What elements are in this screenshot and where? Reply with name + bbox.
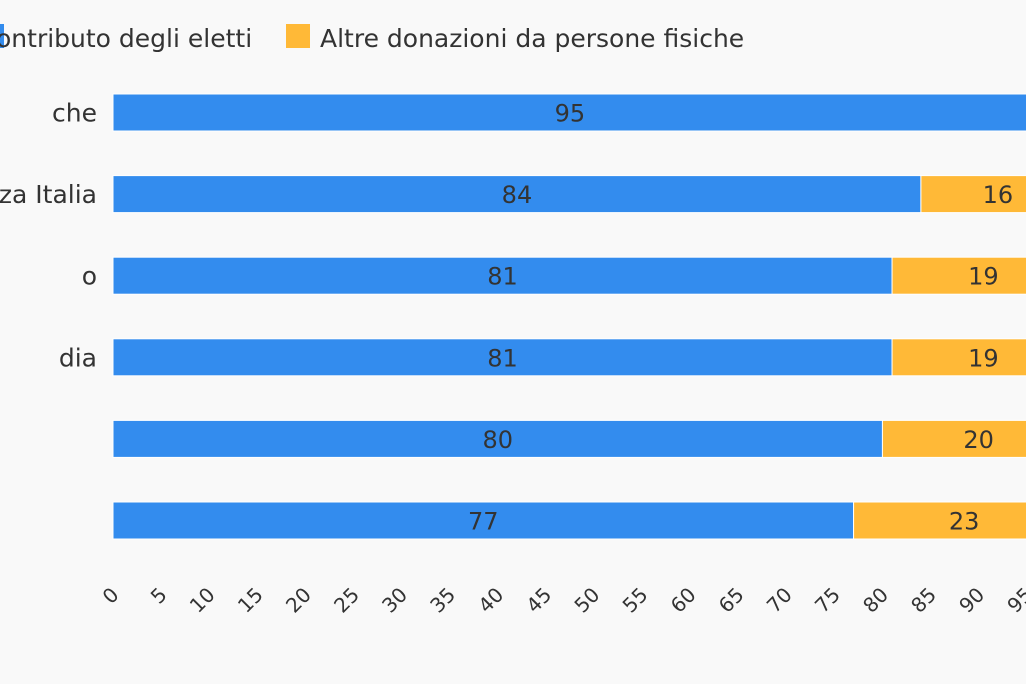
bar-value-label: 81 bbox=[487, 263, 518, 291]
x-tick-label: 15 bbox=[233, 583, 268, 618]
bar-value-label: 80 bbox=[482, 426, 513, 454]
bar-segment-series-2 bbox=[853, 501, 1026, 540]
bar-value-label: 16 bbox=[983, 181, 1014, 209]
x-tick-label: 60 bbox=[666, 583, 701, 618]
x-tick-label: 85 bbox=[906, 583, 941, 618]
bar-segment-series-2 bbox=[881, 419, 1026, 458]
bar-segment-series-1 bbox=[112, 256, 893, 295]
legend-label-series-1: ontributo degli eletti bbox=[0, 24, 252, 53]
x-tick-label: 70 bbox=[762, 583, 797, 618]
bars: 95584168119811980207723 bbox=[112, 93, 1026, 540]
bar-value-label: 84 bbox=[502, 181, 533, 209]
x-tick-label: 95 bbox=[1002, 583, 1026, 618]
bar-value-label: 23 bbox=[949, 508, 980, 536]
bar-segment-series-1 bbox=[112, 501, 855, 540]
x-tick-label: 5 bbox=[146, 583, 172, 609]
bar-segment-series-1 bbox=[112, 419, 883, 458]
x-tick-label: 45 bbox=[521, 583, 556, 618]
legend-swatch-series-2 bbox=[286, 24, 310, 48]
x-tick-label: 30 bbox=[377, 583, 412, 618]
x-tick-label: 65 bbox=[714, 583, 749, 618]
bar-value-label: 77 bbox=[468, 508, 499, 536]
bar-segment-series-1 bbox=[112, 175, 922, 214]
category-label: o bbox=[82, 262, 97, 291]
x-tick-label: 75 bbox=[810, 583, 845, 618]
x-tick-label: 35 bbox=[425, 583, 460, 618]
bar-segment-series-2 bbox=[891, 256, 1026, 295]
category-label: za Italia bbox=[0, 180, 97, 209]
category-label: dia bbox=[59, 343, 97, 372]
x-tick-label: 50 bbox=[569, 583, 604, 618]
x-tick-label: 80 bbox=[858, 583, 893, 618]
bar-value-label: 19 bbox=[968, 263, 999, 291]
bar-value-label: 20 bbox=[963, 426, 994, 454]
x-tick-label: 20 bbox=[281, 583, 316, 618]
legend-label-series-2: Altre donazioni da persone fisiche bbox=[320, 24, 744, 53]
bar-value-label: 19 bbox=[968, 344, 999, 372]
x-tick-label: 0 bbox=[98, 583, 124, 609]
x-tick-label: 55 bbox=[618, 583, 653, 618]
bar-value-label: 81 bbox=[487, 344, 518, 372]
legend: ontributo degli eletti Altre donazioni da… bbox=[0, 24, 744, 53]
x-tick-label: 40 bbox=[473, 583, 508, 618]
category-labels: che za Italia o dia bbox=[0, 99, 97, 373]
x-tick-label: 10 bbox=[185, 583, 220, 618]
x-tick-label: 90 bbox=[954, 583, 989, 618]
bar-segment-series-1 bbox=[112, 338, 893, 377]
x-tick-label: 25 bbox=[329, 583, 364, 618]
legend-swatch-series-1 bbox=[0, 24, 4, 48]
category-label: che bbox=[52, 99, 97, 128]
bar-segment-series-2 bbox=[920, 175, 1026, 214]
bar-segment-series-1 bbox=[112, 93, 1026, 132]
x-axis: 0 5 10 15 20 25 30 35 40 45 50 55 60 65 70 75 80 85 90 95 bbox=[98, 583, 1026, 618]
bar-value-label: 95 bbox=[555, 100, 586, 128]
bar-segment-series-2 bbox=[891, 338, 1026, 377]
